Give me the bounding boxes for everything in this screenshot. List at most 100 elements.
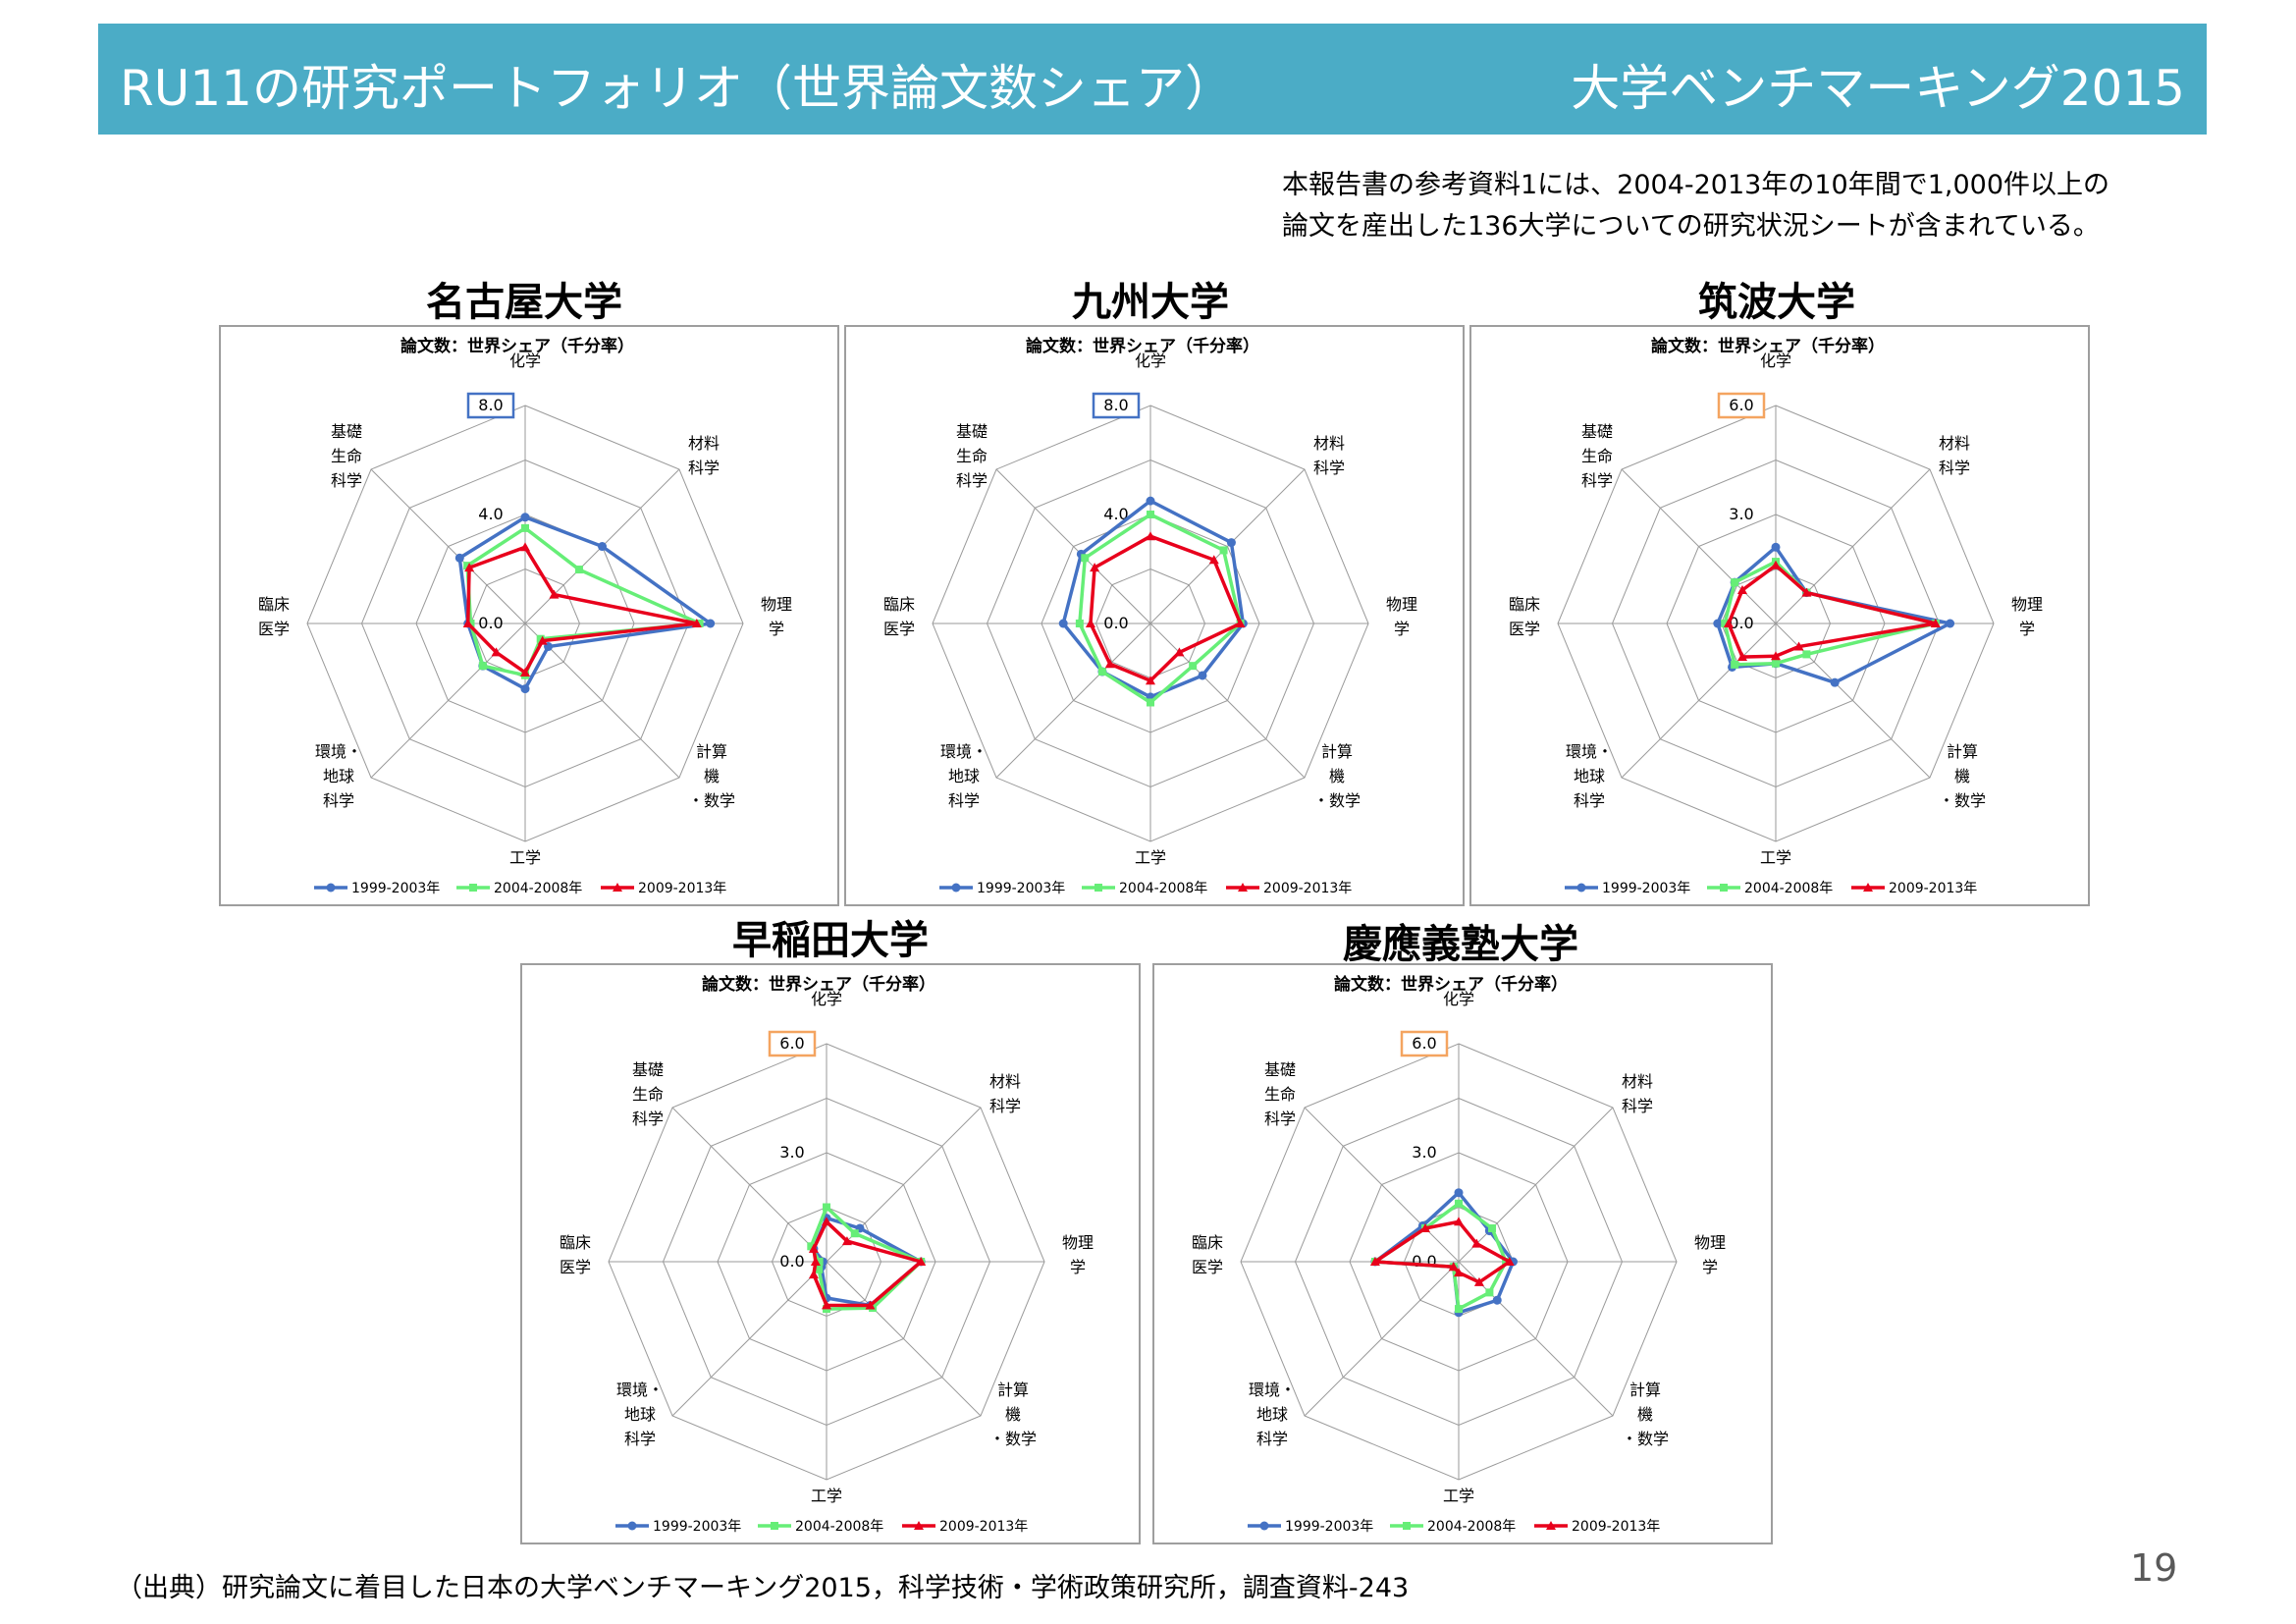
axis-label: 科学: [1622, 1097, 1653, 1115]
grid-spoke: [1458, 1261, 1614, 1417]
university-title: 名古屋大学: [426, 280, 622, 325]
data-point: [815, 1265, 824, 1273]
data-point: [1863, 883, 1873, 892]
axis-label: 機: [1329, 767, 1345, 785]
data-point: [841, 1236, 852, 1246]
grid-spoke: [995, 468, 1151, 624]
series-markers: [1058, 496, 1248, 702]
data-point: [1713, 619, 1723, 628]
series-markers: [462, 542, 702, 677]
university-title: 早稲田大学: [732, 918, 929, 963]
series-line: [1061, 499, 1246, 699]
data-point: [1454, 1188, 1464, 1198]
axis-label: 物理: [1386, 595, 1417, 614]
axis-label: 臨床: [1509, 595, 1540, 614]
data-point: [1081, 554, 1090, 563]
axis-label: 化学: [1760, 352, 1791, 370]
data-point: [1198, 671, 1207, 680]
data-point: [823, 1203, 830, 1212]
axis-label: 物理: [1694, 1233, 1726, 1252]
grid-spoke: [826, 1107, 982, 1263]
axis-label: 計算: [1321, 742, 1353, 761]
axis-label: 計算: [696, 742, 727, 761]
data-point: [1721, 620, 1730, 627]
axis-label: 科学: [1313, 459, 1345, 477]
data-point: [1488, 1223, 1497, 1232]
data-point: [1235, 619, 1246, 627]
axis-label: 物理: [761, 595, 792, 614]
data-point: [1058, 619, 1068, 628]
radar-chart: 論文数：世界シェア（千分率） 0.0 3.0 6.0 化学 材料 科学 物理学計算機・数学 工学…: [1152, 963, 1773, 1544]
data-point: [807, 1242, 816, 1251]
series-markers: [1723, 560, 1941, 662]
data-point: [771, 1522, 778, 1530]
axis-label: 工学: [1760, 848, 1791, 867]
grid-spoke: [1621, 468, 1777, 624]
axis-label: 学: [2019, 620, 2035, 638]
legend-label: 1999-2003年: [1285, 1519, 1373, 1535]
data-point: [1097, 668, 1106, 677]
data-point: [1146, 676, 1155, 685]
data-point: [916, 1257, 927, 1266]
axis-label: 生命: [632, 1085, 664, 1104]
axis-label: 地球: [624, 1405, 656, 1424]
axis-label: 科学: [1256, 1430, 1288, 1448]
legend-label: 2009-2013年: [1889, 881, 1977, 896]
axis-label: 機: [704, 767, 720, 785]
grid-spoke: [1149, 623, 1306, 779]
data-point: [822, 1300, 831, 1310]
data-point: [520, 542, 530, 552]
benchmark-title: 大学ベンチマーキング2015: [1571, 60, 2185, 117]
max-tick-box: [1400, 1030, 1449, 1057]
data-point: [454, 553, 464, 563]
data-point: [1736, 584, 1747, 594]
series-line: [457, 515, 713, 691]
axis-label: ・数学: [1939, 791, 1986, 810]
data-point: [1502, 1258, 1511, 1266]
axis-label: 機: [1005, 1405, 1021, 1424]
axis-label: 医学: [1192, 1258, 1223, 1276]
axis-label: 医学: [560, 1258, 591, 1276]
data-point: [1146, 531, 1155, 541]
axis-label: 生命: [1264, 1085, 1296, 1104]
axis-label: 科学: [1264, 1110, 1296, 1128]
tick-label: 8.0: [478, 396, 503, 414]
series-markers: [808, 1217, 927, 1310]
grid-spoke: [1304, 1107, 1460, 1263]
axis-label: 材料: [989, 1072, 1021, 1091]
legend-label: 1999-2003年: [1602, 881, 1690, 896]
axis-label: 環境・: [1249, 1380, 1296, 1399]
axis-label: 科学: [956, 471, 988, 490]
data-point: [1419, 1222, 1430, 1232]
tick-label: 0.0: [1412, 1252, 1436, 1271]
axis-label: 計算: [1629, 1380, 1661, 1399]
data-point: [462, 619, 473, 627]
data-point: [1504, 1257, 1515, 1266]
data-point: [469, 884, 477, 892]
data-point: [1771, 542, 1781, 552]
axis-label: 地球: [948, 767, 980, 785]
axis-label: 材料: [1622, 1072, 1653, 1091]
data-point: [1771, 560, 1781, 569]
legend-label: 2004-2008年: [494, 881, 582, 896]
data-point: [1454, 1217, 1464, 1226]
data-point: [536, 634, 545, 643]
chart-title: 論文数：世界シェア（千分率）: [1026, 336, 1259, 356]
axis-label: 臨床: [1192, 1233, 1223, 1252]
tick-label: 6.0: [1729, 396, 1753, 414]
legend-label: 2004-2008年: [1427, 1519, 1516, 1535]
data-point: [520, 684, 530, 694]
radar-chart: 論文数：世界シェア（千分率） 0.0 3.0 6.0 化学 材料 科学 物理学計算機・数学 工学…: [520, 963, 1141, 1544]
data-point: [491, 647, 502, 657]
legend-label: 2009-2013年: [638, 881, 726, 896]
data-point: [478, 662, 487, 671]
tick-label: 0.0: [478, 614, 503, 632]
axis-label: 地球: [1256, 1405, 1288, 1424]
data-point: [463, 562, 472, 570]
grid-spoke: [370, 468, 526, 624]
axis-label: 化学: [1443, 990, 1474, 1008]
page-number: 19: [2130, 1546, 2178, 1590]
data-point: [1546, 1521, 1556, 1530]
university-title: 筑波大学: [1698, 280, 1855, 325]
data-point: [326, 883, 336, 893]
